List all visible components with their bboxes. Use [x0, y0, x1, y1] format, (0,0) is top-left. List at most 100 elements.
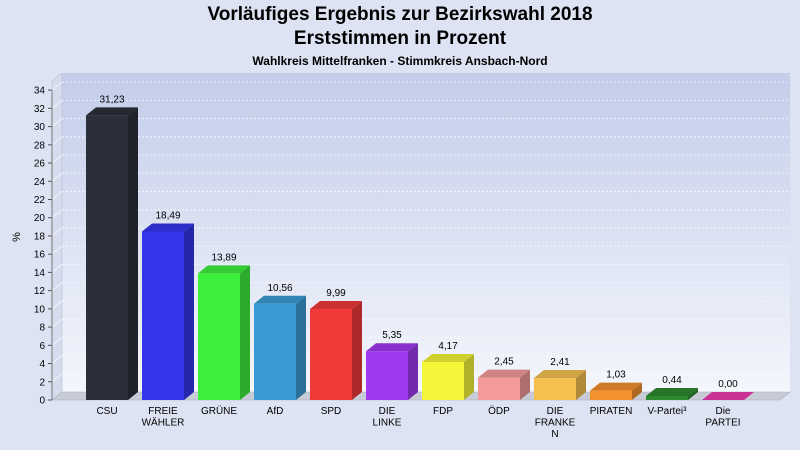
value-label: 2,45: [494, 357, 514, 368]
bar-top: [366, 343, 418, 352]
bar-side: [240, 265, 250, 400]
category-label: PARTEI: [705, 418, 740, 429]
bar-side: [576, 370, 586, 400]
bar-front: [366, 351, 408, 400]
bar-front: [590, 390, 632, 400]
category-label: FRANKE: [535, 418, 576, 429]
value-label: 9,99: [326, 288, 346, 299]
gridline-side: [51, 355, 63, 364]
bar-side: [688, 387, 698, 400]
y-tick-label: 8: [39, 323, 45, 334]
y-tick-label: 24: [34, 177, 46, 188]
gridline-side: [51, 99, 63, 109]
bar-top: [534, 370, 586, 379]
bar-side: [464, 353, 474, 400]
bar-front: [646, 395, 688, 400]
gridline-side: [51, 154, 63, 164]
bar: [646, 387, 698, 400]
bar: [478, 369, 530, 400]
y-tick-label: 14: [34, 268, 46, 279]
category-label: SPD: [321, 406, 342, 417]
bar-front: [86, 115, 128, 401]
bar-front: [310, 308, 352, 400]
bar: [366, 343, 418, 400]
bar: [310, 300, 362, 400]
gridline-side: [51, 282, 63, 292]
y-tick-label: 18: [34, 231, 46, 242]
bar-side: [296, 295, 306, 400]
value-label: 4,17: [438, 341, 458, 352]
bar: [702, 392, 754, 400]
value-label: 13,89: [211, 252, 236, 263]
value-label: 1,03: [606, 370, 626, 381]
category-label: WÄHLER: [142, 417, 185, 429]
category-label: Die: [715, 406, 730, 417]
gridline-side: [51, 300, 63, 310]
bar: [422, 353, 474, 400]
y-tick-label: 20: [34, 213, 46, 224]
y-tick-label: 16: [34, 250, 46, 261]
bar: [254, 295, 306, 400]
y-tick-label: 32: [34, 104, 46, 115]
chart-title-line1: Vorläufiges Ergebnis zur Bezirkswahl 201…: [207, 4, 593, 25]
bar-top: [702, 392, 754, 400]
bar-front: [198, 273, 240, 400]
bar-side: [632, 382, 642, 400]
y-axis-label: %: [11, 232, 23, 242]
bar-front: [422, 361, 464, 400]
bar-top: [422, 353, 474, 362]
gridline-side: [51, 81, 63, 91]
bar: [590, 382, 642, 400]
category-label: DIE: [547, 406, 564, 417]
bar-front: [142, 231, 184, 400]
category-label: LINKE: [373, 418, 402, 429]
gridline-side: [51, 227, 63, 237]
value-label: 18,49: [155, 210, 180, 221]
category-label: FREIE: [148, 406, 178, 417]
y-tick-label: 30: [34, 122, 46, 133]
bars: [86, 107, 754, 401]
bar-top: [478, 369, 530, 378]
chart-title-line2: Erststimmen in Prozent: [293, 28, 507, 49]
bar-side: [128, 107, 138, 401]
gridline-side: [51, 118, 63, 127]
gridline-side: [51, 209, 63, 219]
value-label: 5,35: [382, 330, 402, 341]
bar-top: [198, 265, 250, 274]
category-label: N: [551, 429, 558, 440]
y-tick-label: 2: [39, 377, 45, 388]
gridline-side: [51, 245, 63, 255]
y-tick-label: 10: [34, 304, 46, 315]
bar-side: [408, 343, 418, 400]
value-label: 0,00: [718, 379, 738, 390]
y-tick-label: 28: [34, 140, 46, 151]
value-label: 10,56: [267, 283, 292, 294]
y-tick-label: 26: [34, 159, 46, 170]
bar: [86, 107, 138, 401]
category-label: CSU: [96, 406, 117, 417]
bar-side: [184, 223, 194, 400]
y-tick-label: 6: [39, 341, 45, 352]
bar-side: [520, 369, 530, 400]
category-label: DIE: [379, 406, 396, 417]
bar-top: [254, 295, 306, 304]
gridline-side: [51, 172, 63, 182]
y-tick-label: 0: [39, 396, 45, 407]
category-label: FDP: [433, 406, 453, 417]
gridline-side: [51, 336, 63, 346]
bar-top: [646, 387, 698, 396]
bar-front: [534, 378, 576, 400]
chart-subtitle: Wahlkreis Mittelfranken - Stimmkreis Ans…: [252, 54, 548, 68]
value-label: 2,41: [550, 357, 570, 368]
y-tick-label: 22: [34, 195, 46, 206]
gridline-side: [51, 191, 63, 200]
bar-top: [142, 223, 194, 232]
value-label: 0,44: [662, 375, 682, 386]
bar: [534, 370, 586, 400]
category-label: AfD: [267, 406, 284, 417]
category-label: ÖDP: [488, 405, 510, 417]
category-label: GRÜNE: [201, 405, 237, 417]
